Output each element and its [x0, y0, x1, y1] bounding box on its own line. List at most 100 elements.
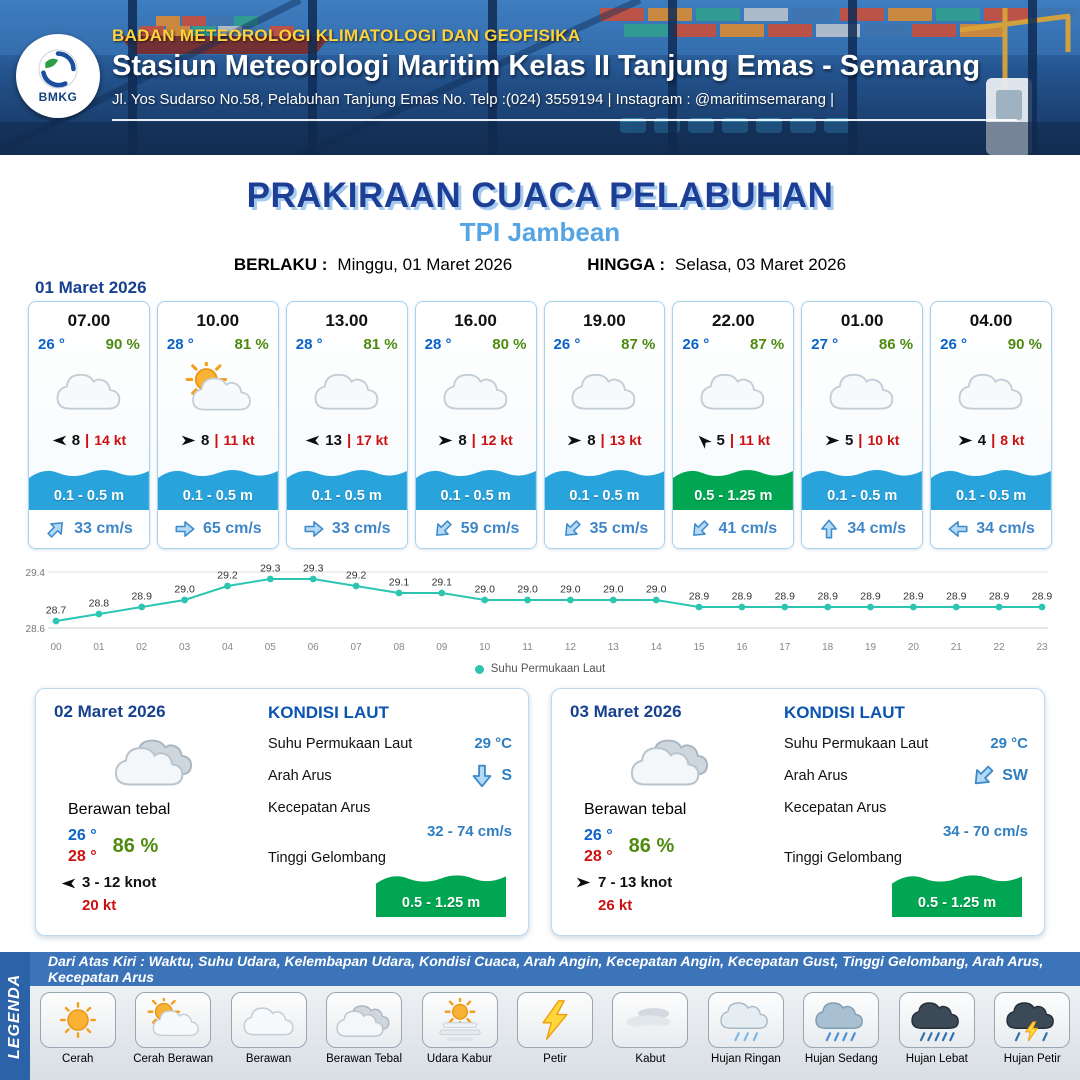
wind-speed: 5: [844, 431, 854, 449]
svg-text:29.3: 29.3: [260, 563, 281, 575]
daily-forecast-card: 02 Maret 2026 Berawan tebal 26 ° 28 ° 86…: [35, 688, 529, 936]
daily-date: 02 Maret 2026: [54, 702, 166, 721]
hourly-forecast-card: 13.00 28 ° 81 % 13 | 17 kt 0.1 - 0.5 m 33 cm/s: [285, 301, 408, 549]
wind-range: 3 - 12 knot: [82, 874, 157, 891]
current-speed: 34 cm/s: [847, 520, 907, 537]
weather-condition: Berawan tebal: [68, 801, 171, 818]
cerah-berawan-weather-icon: [158, 355, 278, 425]
min-temperature: 26 °: [584, 827, 613, 844]
svg-text:15: 15: [693, 642, 705, 653]
wave-height: 0.1 - 0.5 m: [311, 488, 382, 504]
svg-text:28.6: 28.6: [26, 624, 46, 635]
berawan-weather-icon: [673, 355, 793, 425]
wave-height: 0.1 - 0.5 m: [827, 488, 898, 504]
valid-from: BERLAKU : Minggu, 01 Maret 2026: [234, 255, 512, 275]
bmkg-logo-text: BMKG: [38, 89, 78, 104]
wind-separator: |: [85, 431, 90, 449]
wave-height: 0.1 - 0.5 m: [440, 488, 511, 504]
bmkg-logo: BMKG: [16, 34, 100, 118]
agency-name: BADAN METEOROLOGI KLIMATOLOGI DAN GEOFIS…: [112, 26, 581, 45]
current-speed: 33 cm/s: [331, 520, 391, 537]
temp-humidity-row: 26 ° 87 %: [545, 333, 665, 355]
wind-direction-icon: [576, 875, 592, 891]
wave-height-band: 0.1 - 0.5 m: [29, 462, 149, 510]
sst-label: Suhu Permukaan Laut: [268, 735, 413, 752]
svg-text:17: 17: [779, 642, 791, 653]
current-speed-label: Kecepatan Arus: [784, 800, 887, 816]
air-temperature: 28 °: [295, 335, 323, 353]
current-direction-icon: [685, 513, 716, 544]
berawan-weather-icon: [29, 355, 149, 425]
wave-height-band: 0.1 - 0.5 m: [802, 462, 923, 510]
humidity: 80 %: [492, 335, 527, 353]
legend-item: Berawan: [223, 992, 315, 1065]
svg-text:28.9: 28.9: [131, 591, 152, 603]
svg-text:28.9: 28.9: [1032, 591, 1053, 603]
gust-speed: 20 kt: [82, 897, 117, 914]
wave-height: 0.1 - 0.5 m: [956, 488, 1027, 504]
current-direction-icon: [469, 763, 495, 789]
wind-row: 5 | 11 kt: [673, 425, 793, 455]
svg-text:29.0: 29.0: [560, 584, 581, 596]
current-direction-label: Arah Arus: [784, 768, 848, 784]
temp-humidity-row: 28 ° 81 %: [287, 333, 407, 355]
svg-text:13: 13: [608, 642, 620, 653]
sea-conditions-title: KONDISI LAUT: [268, 703, 389, 722]
svg-text:28.9: 28.9: [689, 591, 710, 603]
wind-separator: |: [991, 431, 996, 449]
humidity: 90 %: [1007, 335, 1042, 353]
current-speed: 32 - 74 cm/s: [426, 823, 512, 840]
wave-height: 0.1 - 0.5 m: [182, 488, 253, 504]
wind-row: 13 | 17 kt: [287, 425, 407, 455]
page-title: PRAKIRAAN CUACA PELABUHAN: [246, 176, 834, 215]
svg-text:28.9: 28.9: [860, 591, 881, 603]
svg-text:28.9: 28.9: [946, 591, 967, 603]
hujan-sedang-icon: [803, 992, 880, 1048]
svg-text:09: 09: [436, 642, 448, 653]
temp-humidity-row: 28 ° 81 %: [158, 333, 278, 355]
current-row: 65 cm/s: [157, 510, 278, 548]
legend-item: Hujan Petir: [986, 992, 1078, 1065]
sst-label: Suhu Permukaan Laut: [784, 735, 929, 752]
current-direction-label: Arah Arus: [268, 768, 332, 784]
kabut-icon: [612, 992, 689, 1048]
hourly-forecast-card: 01.00 27 ° 86 % 5 | 10 kt 0.1 - 0.5 m 34 cm/s: [801, 301, 924, 549]
legend-description: Dari Atas Kiri : Waktu, Suhu Udara, Kele…: [48, 953, 1044, 985]
current-speed: 65 cm/s: [202, 520, 262, 537]
gust-speed: 13 kt: [609, 432, 642, 448]
legend-label: Hujan Petir: [1003, 1053, 1061, 1065]
current-direction-icon: [41, 513, 72, 544]
svg-text:29.2: 29.2: [346, 570, 367, 582]
current-row: 33 cm/s: [286, 510, 407, 548]
svg-text:28.9: 28.9: [775, 591, 796, 603]
svg-text:14: 14: [651, 642, 663, 653]
hourly-forecast-card: 16.00 28 ° 80 % 8 | 12 kt 0.1 - 0.5 m 59 cm/s: [414, 301, 537, 549]
wave-height-band: 0.5 - 1.25 m: [673, 462, 794, 510]
legend-label: Berawan: [245, 1053, 292, 1065]
wave-height-label: Tinggi Gelombang: [268, 850, 386, 866]
weather-condition: Berawan tebal: [584, 801, 687, 818]
sst-value: 29 °C: [474, 735, 512, 752]
current-row: 34 cm/s: [931, 510, 1051, 548]
header: BMKG BADAN METEOROLOGI KLIMATOLOGI DAN G…: [0, 0, 1080, 155]
gust-speed: 11 kt: [223, 432, 255, 448]
svg-text:29.0: 29.0: [174, 584, 195, 596]
wind-row: 4 | 8 kt: [931, 425, 1051, 455]
svg-text:28.9: 28.9: [817, 591, 838, 603]
current-speed: 33 cm/s: [74, 520, 133, 537]
forecast-time: 13.00: [325, 311, 368, 330]
wind-speed: 13: [325, 431, 342, 449]
gust-speed: 26 kt: [598, 897, 633, 914]
current-direction-icon: [427, 513, 458, 544]
daily-date: 03 Maret 2026: [570, 702, 682, 721]
wind-direction-icon: [52, 433, 67, 448]
legend-label: Udara Kabur: [426, 1053, 493, 1065]
wind-separator: |: [471, 431, 476, 449]
wave-height-band: 0.1 - 0.5 m: [415, 462, 536, 510]
legend-item: Udara Kabur: [414, 992, 506, 1065]
current-direction-icon: [965, 758, 1002, 795]
humidity: 81 %: [363, 335, 398, 353]
min-temperature: 26 °: [68, 827, 97, 844]
air-temperature: 26 °: [553, 335, 581, 353]
cerah-berawan-icon: [135, 992, 212, 1048]
